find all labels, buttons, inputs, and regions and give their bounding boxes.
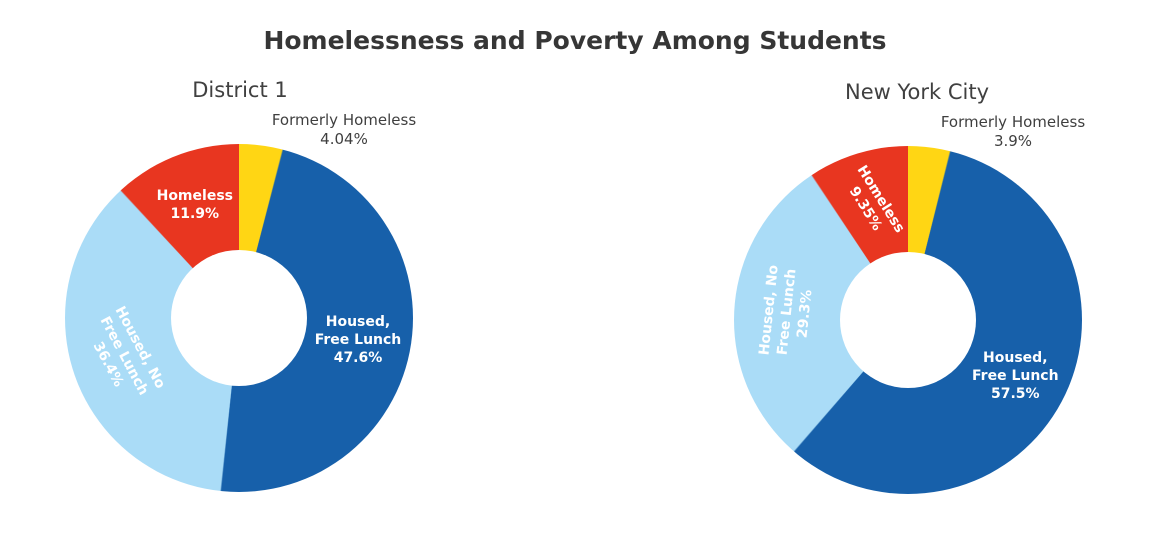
chart-title: Homelessness and Poverty Among Students bbox=[263, 26, 887, 55]
label-layer: Formerly Homeless 4.04% Housed, Free Lunch 4… bbox=[65, 111, 416, 492]
slice-label-housed-free-lunch: Housed, Free Lunch 57.5% bbox=[972, 349, 1059, 403]
slice-label-line: Formerly Homeless bbox=[271, 111, 417, 129]
slice-label-homeless: Homeless 11.9% bbox=[157, 187, 233, 223]
slice-label-line: 3.9% bbox=[993, 132, 1033, 150]
donut-hole bbox=[171, 250, 307, 386]
slice-label-line: Housed, bbox=[325, 313, 391, 330]
slice-label-line: Free Lunch bbox=[314, 331, 402, 348]
slice-label-formerly-homeless: Formerly Homeless 4.04% bbox=[272, 111, 416, 149]
slice-label-line: 4.04% bbox=[320, 130, 368, 148]
label-layer: Formerly Homeless 3.9% Housed, Free Lunch 57… bbox=[734, 113, 1085, 494]
slice-label-homeless: Homeless 9.35% bbox=[837, 162, 908, 246]
slice-label-line: 47.6% bbox=[333, 349, 383, 366]
donut-hole bbox=[840, 252, 976, 388]
slice-label-housed-free-lunch: Housed, Free Lunch 47.6% bbox=[315, 313, 402, 367]
slice-label-line: Housed, bbox=[983, 349, 1048, 366]
chart-subtitle-district-1: District 1 bbox=[192, 78, 288, 102]
slice-label-line: 11.9% bbox=[170, 206, 220, 223]
chart-subtitle-new-york-city: New York City bbox=[845, 80, 989, 104]
slice-label-line: Formerly Homeless bbox=[940, 113, 1086, 131]
slice-label-housed-no-free-lunch: Housed, No Free Lunch 29.3% bbox=[756, 264, 819, 360]
slice-label-formerly-homeless: Formerly Homeless 3.9% bbox=[941, 113, 1085, 151]
donut-chart-district-1: District 1 Formerly Homeless 4.04% Housed,… bbox=[65, 78, 416, 492]
slice-label-line: 57.5% bbox=[991, 385, 1040, 402]
slice-label-line: Homeless bbox=[156, 188, 233, 205]
slice-label-line: Free Lunch bbox=[972, 367, 1059, 384]
donut-chart-new-york-city: New York City Formerly Homeless 3.9% House… bbox=[734, 80, 1085, 494]
slice-label-housed-no-free-lunch: Housed, No Free Lunch 36.4% bbox=[79, 303, 169, 408]
